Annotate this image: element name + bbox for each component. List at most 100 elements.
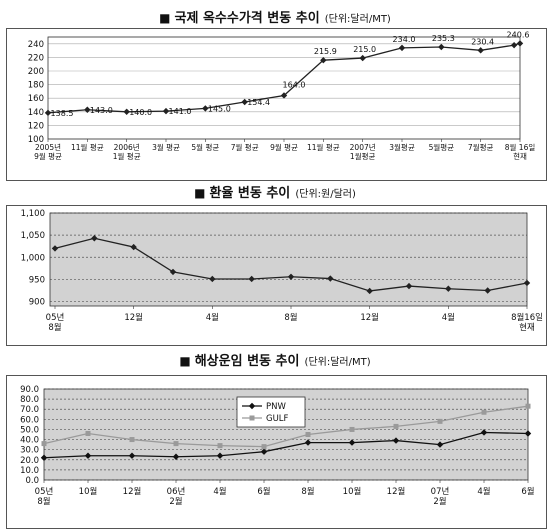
chart2-y-tick-label: 1,050	[21, 231, 45, 241]
chart1-y-tick-label: 100	[28, 135, 44, 145]
chart1-point	[398, 44, 406, 52]
chart2-x-tick-label: 8월	[48, 322, 61, 333]
chart3-unit: (단위:달러/MT)	[304, 357, 371, 368]
chart1-data-label: 235.3	[432, 34, 455, 43]
chart3-title-text: 해상운임 변동 추이	[194, 354, 300, 369]
chart2-x-tick-label: 8월16일	[511, 312, 543, 323]
chart1-x-tick-label: 5월평균	[429, 142, 455, 152]
chart3-x-tick-label: 8월	[37, 496, 50, 507]
chart3-pnw-point	[392, 437, 400, 444]
chart3-gulf-point	[393, 423, 399, 429]
chart2-point	[287, 273, 295, 280]
chart1-x-tick-label: 7월평균	[468, 142, 494, 152]
chart3-frame	[6, 375, 547, 529]
chart2-x-tick-label: 05년	[46, 312, 65, 323]
chart2-y-tick-label: 950	[29, 275, 45, 285]
chart1-x-tick-label: 11월 평균	[71, 142, 104, 152]
chart1-x-tick-label: 3월평균	[389, 142, 415, 152]
chart1-x-tick-label: 2006년	[114, 142, 140, 152]
chart3-gulf-point	[481, 409, 487, 415]
chart3-pnw-line	[43, 431, 529, 459]
chart1-x-tick-label: 9월 평균	[34, 151, 62, 161]
chart3-legend-marker	[249, 415, 255, 421]
chart3-gulf-point	[41, 441, 47, 447]
chart2-x-tick-label: 4월	[442, 312, 455, 323]
chart3-x-tick-label: 07년	[431, 486, 450, 497]
chart1-x-tick-label: 1월평균	[350, 151, 376, 161]
chart1-point	[320, 56, 327, 64]
chart3-gulf-point	[525, 403, 531, 409]
chart1-point	[359, 54, 366, 62]
chart3-gulf-line	[43, 405, 529, 448]
chart3-y-tick-label: 40.0	[20, 436, 39, 446]
chart1-unit: (단위:달러/MT)	[324, 14, 391, 25]
chart1-point	[510, 41, 518, 49]
chart3-y-tick-label: 0.0	[25, 476, 39, 486]
chart1-data-label: 145.0	[208, 104, 231, 113]
chart2-point	[248, 275, 255, 283]
chart3-y-tick-label: 50.0	[20, 425, 39, 435]
chart3-pnw-point	[304, 439, 312, 446]
chart1-point	[123, 108, 130, 115]
chart3-gulf-point	[305, 432, 311, 437]
chart2-x-tick-label: 4월	[206, 312, 219, 323]
chart1-point	[280, 92, 288, 99]
chart3-title: ■ 해상운임 변동 추이 (단위:달러/MT)	[0, 350, 550, 369]
chart1-point	[516, 40, 524, 47]
chart1-point	[84, 106, 91, 113]
chart3-pnw-point	[436, 441, 444, 448]
chart3-legend-label: PNW	[266, 402, 286, 412]
chart3-gulf-point	[349, 426, 355, 432]
chart3-legend-label: GULF	[266, 414, 289, 424]
chart1-x-tick-label: 2005년	[35, 142, 61, 152]
chart1-x-tick-label: 9월 평균	[270, 142, 298, 152]
chart3-x-tick-label: 12월	[387, 486, 406, 497]
chart2-point	[405, 282, 413, 290]
chart1-plot-area	[48, 37, 520, 139]
chart3-x-tick-label: 4월	[477, 486, 490, 497]
chart3-y-tick-label: 30.0	[20, 446, 39, 456]
chart1-point	[162, 107, 170, 115]
chart3-x-tick-label: 6월	[257, 486, 270, 497]
chart2-point	[484, 287, 491, 294]
chart2-plot-area	[50, 213, 527, 306]
chart1-title: ■ 국제 옥수수가격 변동 추이 (단위:달러/MT)	[0, 7, 550, 26]
chart2-point	[366, 287, 373, 295]
chart3-title-bullet: ■	[179, 354, 191, 368]
chart1-data-label: 141.0	[169, 107, 192, 116]
chart3-gulf-point	[173, 441, 179, 447]
chart3-y-tick-label: 80.0	[20, 395, 39, 405]
chart1-data-label: 234.0	[393, 35, 416, 44]
chart3-x-tick-label: 12월	[123, 486, 142, 497]
chart3-x-tick-label: 6월	[521, 486, 534, 497]
chart1-x-tick-label: 현재	[513, 152, 527, 161]
chart1-y-tick-label: 220	[28, 53, 44, 63]
chart2-x-tick-label: 8월	[284, 312, 297, 323]
chart3-y-tick-label: 20.0	[20, 456, 39, 466]
chart1-point	[44, 109, 52, 117]
chart3-pnw-point	[216, 452, 224, 459]
chart3-y-tick-label: 70.0	[20, 405, 39, 415]
chart2-y-tick-label: 1,000	[21, 253, 45, 263]
chart3-legend-marker	[248, 402, 256, 410]
chart2-y-tick-label: 1,100	[21, 209, 45, 219]
chart2-point	[327, 275, 334, 282]
chart2-title-bullet: ■	[194, 186, 206, 200]
chart3-pnw-point	[128, 452, 136, 459]
chart1-x-tick-label: 5월 평균	[191, 142, 219, 152]
chart3-y-tick-label: 60.0	[20, 415, 39, 425]
chart2-x-tick-label: 12월	[124, 312, 143, 323]
chart3-pnw-point	[524, 430, 532, 437]
chart3-x-tick-label: 8월	[301, 486, 314, 497]
chart3-gulf-point	[437, 418, 443, 424]
chart3-pnw-point	[480, 429, 488, 436]
chart3-gulf-point	[217, 443, 223, 449]
chart1-y-tick-label: 180	[28, 81, 44, 91]
chart3-y-tick-label: 90.0	[20, 385, 39, 395]
chart1-data-label: 230.4	[471, 37, 494, 46]
chart1-x-tick-label: 7월 평균	[231, 142, 259, 152]
chart1-y-tick-label: 140	[28, 108, 44, 118]
chart3-gulf-point	[261, 444, 267, 450]
chart3-x-tick-label: 2월	[433, 496, 446, 507]
